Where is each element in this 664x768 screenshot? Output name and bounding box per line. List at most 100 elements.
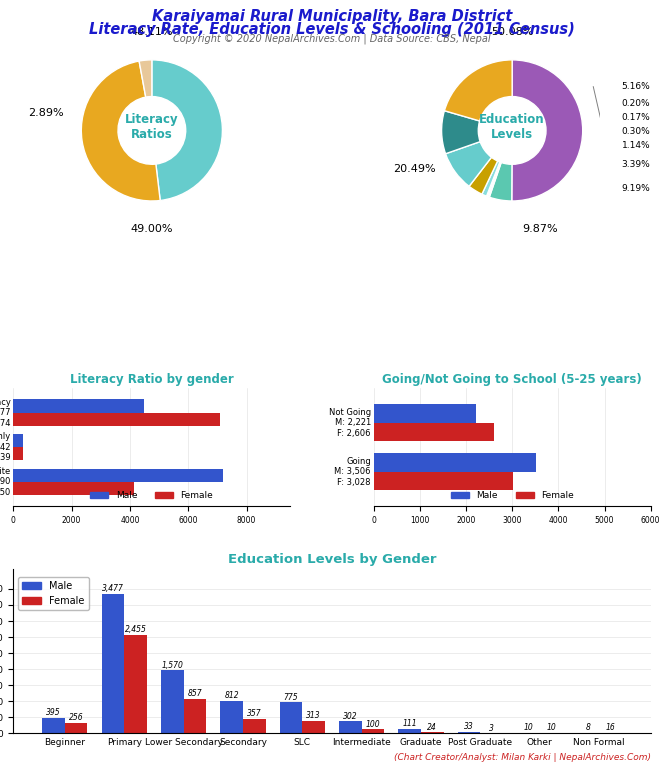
Wedge shape (444, 60, 512, 121)
Bar (179, 283, 191, 295)
Bar (179, 306, 191, 319)
Bar (42, 717, 65, 733)
Text: Non Formal (24): Non Formal (24) (37, 319, 108, 328)
Text: 16: 16 (606, 723, 616, 732)
Bar (13, 447, 23, 460)
Text: Copyright © 2020 NepalArchives.Com | Data Source: CBS, Nepal: Copyright © 2020 NepalArchives.Com | Dat… (173, 34, 491, 45)
Wedge shape (81, 61, 160, 201)
Bar (13, 468, 223, 482)
Bar (20, 318, 31, 330)
Text: 3: 3 (489, 723, 494, 733)
Bar (362, 730, 384, 733)
Wedge shape (139, 60, 152, 97)
Text: 2,455: 2,455 (125, 625, 146, 634)
Bar (13, 399, 144, 412)
Text: 0.17%: 0.17% (622, 113, 650, 122)
Wedge shape (469, 157, 497, 194)
Text: 812: 812 (224, 691, 239, 700)
Title: Education Levels by Gender: Education Levels by Gender (228, 553, 436, 566)
Bar (498, 294, 509, 306)
Bar (20, 306, 31, 319)
Bar (339, 306, 350, 319)
Bar (20, 283, 31, 295)
Bar (102, 594, 124, 733)
Text: Education
Levels: Education Levels (479, 113, 545, 141)
Text: 9.87%: 9.87% (523, 223, 558, 233)
Wedge shape (512, 60, 583, 201)
Text: 48.11%: 48.11% (131, 28, 173, 38)
Text: 3,477: 3,477 (102, 584, 124, 593)
Wedge shape (152, 60, 222, 200)
Text: 5.16%: 5.16% (622, 82, 650, 91)
Text: 9.19%: 9.19% (622, 184, 650, 193)
Text: Primary (5,932): Primary (5,932) (37, 296, 104, 305)
Text: 10: 10 (546, 723, 556, 733)
Bar (220, 701, 243, 733)
Text: 775: 775 (284, 693, 298, 702)
Bar (374, 404, 476, 422)
Legend: Male, Female: Male, Female (447, 488, 577, 504)
Wedge shape (489, 162, 501, 197)
Text: Read & Write (11,340): Read & Write (11,340) (37, 284, 133, 293)
Text: 1.14%: 1.14% (622, 141, 650, 151)
Text: Graduate (135): Graduate (135) (197, 308, 263, 317)
Bar (398, 729, 421, 733)
Bar (339, 283, 350, 295)
Text: Others (20): Others (20) (515, 308, 565, 317)
Text: 357: 357 (247, 710, 262, 718)
Text: No Literacy (11,551): No Literacy (11,551) (356, 284, 445, 293)
Bar (20, 294, 31, 306)
Bar (124, 635, 147, 733)
Bar (339, 294, 350, 306)
Text: 857: 857 (187, 690, 202, 698)
Bar (498, 306, 509, 319)
Text: Karaiyamai Rural Municipality, Bara District: Karaiyamai Rural Municipality, Bara Dist… (152, 9, 512, 25)
Text: 8: 8 (586, 723, 590, 733)
Bar (243, 719, 266, 733)
Wedge shape (488, 162, 501, 197)
Legend: Male, Female: Male, Female (18, 577, 88, 610)
Text: 302: 302 (343, 712, 358, 720)
Text: Post Graduate (36): Post Graduate (36) (356, 308, 438, 317)
Text: 10: 10 (524, 723, 533, 733)
Text: 2.89%: 2.89% (28, 108, 64, 118)
Text: Secondary (1,169): Secondary (1,169) (356, 296, 436, 305)
Text: 0.30%: 0.30% (622, 127, 650, 137)
Text: Lower Secondary (2,427): Lower Secondary (2,427) (197, 296, 305, 305)
Text: Read Only (681): Read Only (681) (197, 284, 267, 293)
Bar (183, 699, 206, 733)
Text: Beginner (611): Beginner (611) (515, 284, 580, 293)
Text: 111: 111 (402, 720, 417, 728)
Text: 313: 313 (306, 711, 321, 720)
Bar (161, 670, 183, 733)
Text: 20.49%: 20.49% (394, 164, 436, 174)
Wedge shape (446, 141, 491, 187)
Text: Intermediate (402): Intermediate (402) (37, 308, 119, 317)
Text: 395: 395 (46, 708, 61, 717)
Text: 1,570: 1,570 (161, 660, 183, 670)
Wedge shape (442, 111, 480, 154)
Wedge shape (487, 162, 501, 197)
Text: 33: 33 (464, 723, 474, 731)
Wedge shape (482, 161, 500, 196)
Bar (280, 702, 302, 733)
Bar (498, 283, 509, 295)
Bar (374, 422, 494, 442)
Bar (374, 472, 513, 490)
Wedge shape (489, 163, 512, 201)
Text: 0.20%: 0.20% (622, 99, 650, 108)
Bar (302, 721, 325, 733)
Bar (458, 732, 481, 733)
Text: 49.00%: 49.00% (131, 223, 173, 233)
Legend: Male, Female: Male, Female (87, 488, 217, 504)
Bar (179, 294, 191, 306)
Text: (Chart Creator/Analyst: Milan Karki | NepalArchives.Com): (Chart Creator/Analyst: Milan Karki | Ne… (394, 753, 651, 762)
Bar (374, 453, 536, 472)
Text: SLC (1,088): SLC (1,088) (515, 296, 566, 305)
Text: 24: 24 (428, 723, 437, 732)
Bar (13, 434, 23, 447)
Text: Literacy
Ratios: Literacy Ratios (125, 113, 179, 141)
Bar (65, 723, 88, 733)
Title: Going/Not Going to School (5-25 years): Going/Not Going to School (5-25 years) (382, 372, 642, 386)
Text: 50.08%: 50.08% (491, 28, 533, 38)
